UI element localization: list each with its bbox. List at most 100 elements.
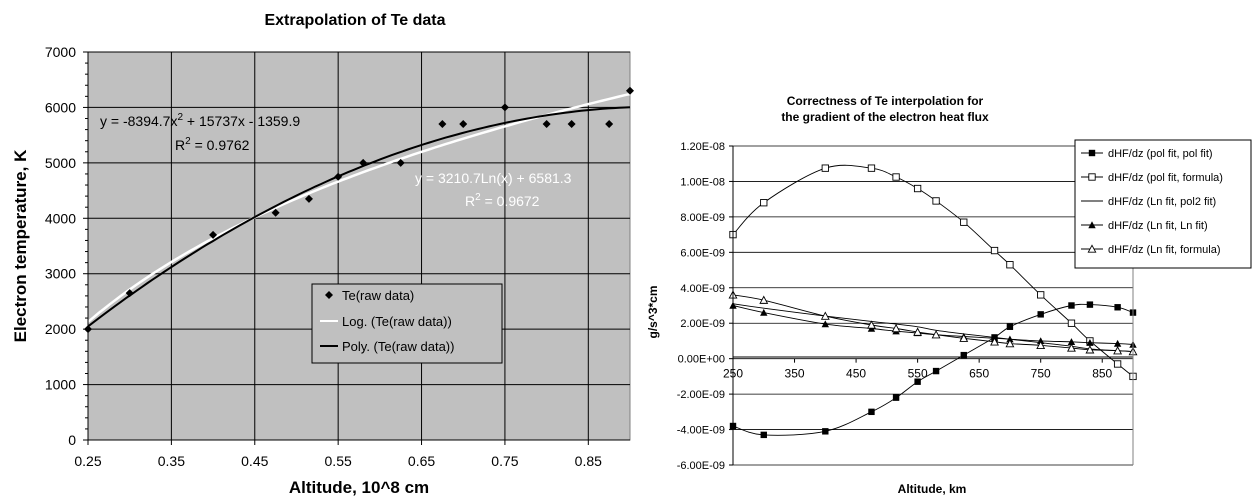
legend-item-raw-data: Te(raw data) [342, 288, 414, 303]
chart-right-title-line1: Correctness of Te interpolation for [787, 94, 984, 108]
chart-right-y-tick-label: 4.00E-09 [680, 283, 725, 295]
series-1-point [1037, 291, 1045, 299]
chart-left-x-tick-label: 0.85 [575, 453, 602, 469]
chart-right-y-tick-label: 6.00E-09 [680, 247, 725, 259]
series-4-point [931, 330, 941, 339]
series-4-point [1085, 345, 1095, 354]
chart-left-y-tick-label: 6000 [45, 99, 76, 115]
series-0-point [960, 351, 967, 359]
te-raw-data-point [438, 120, 447, 129]
series-3-point [1006, 335, 1014, 343]
series-4-point [820, 311, 830, 320]
series-1-point [1113, 360, 1122, 368]
series-0-point [914, 378, 921, 385]
legend-item-log-fit: Log. (Te(raw data)) [342, 314, 452, 329]
series-4-point [1005, 338, 1015, 348]
poly-fit-curve [87, 106, 631, 328]
te-raw-data-point [271, 208, 280, 217]
series-4-point [1067, 343, 1076, 352]
series-4-point [759, 295, 769, 304]
series-3-point [1113, 339, 1122, 347]
chart-right-x-tick-label: 350 [785, 367, 805, 381]
series-0-point [1068, 302, 1075, 309]
series-1-point [913, 184, 922, 193]
chart-left-y-tick-label: 7000 [45, 44, 76, 60]
te-raw-data-point [125, 289, 134, 298]
te-raw-data-point [605, 120, 614, 129]
chart-right-y-tick-label: -6.00E-09 [677, 460, 725, 472]
chart-right-y-tick-label: 8.00E-09 [680, 212, 725, 224]
chart-left-y-tick-label: 4000 [45, 210, 76, 226]
series-1-point [1006, 261, 1014, 269]
chart-left-legend: Te(raw data) Log. (Te(raw data)) Poly. (… [311, 283, 503, 364]
series-4-point [990, 337, 999, 346]
series-4-point [891, 323, 901, 333]
series-1-point [821, 164, 829, 172]
series-0-point [868, 408, 875, 416]
log-fit-equation: y = 3210.7Ln(x) + 6581.3 [415, 170, 572, 186]
series-1-point [892, 173, 900, 181]
chart-left-y-tick-label: 5000 [45, 155, 76, 171]
legend-marker-1 [1088, 173, 1096, 181]
legend-item-2: dHF/dz (Ln fit, pol2 fit) [1108, 196, 1216, 208]
legend-marker-3 [1088, 221, 1096, 229]
chart-right-series [728, 164, 1138, 439]
series-3-point [760, 308, 768, 316]
te-raw-data-point [396, 158, 405, 167]
te-raw-data-point [500, 103, 509, 112]
te-raw-data-point [334, 172, 343, 181]
series-4-point [913, 327, 923, 336]
chart-right-ylabel: g/s^3*cm [646, 285, 660, 338]
chart-left-ylabel: Electron temperature, K [11, 149, 30, 342]
chart-left-x-tick-label: 0.35 [158, 453, 185, 469]
series-1-point [1067, 319, 1076, 327]
log-fit-r2: R2 = 0.9672 [465, 192, 540, 209]
legend-marker-0 [1088, 149, 1096, 157]
series-3-point [1036, 337, 1045, 345]
chart-left-plot-area [87, 51, 631, 441]
chart-left-x-tick-labels: 0.25 0.35 0.45 0.55 0.65 0.75 0.85 [74, 453, 602, 469]
poly-fit-equation: y = -8394.7x2 + 15737x - 1359.9 [100, 112, 300, 129]
chart-right-y-tick-label: 1.20E-08 [680, 141, 725, 153]
chart-right-y-tick-labels: -6.00E-09 -4.00E-09 -2.00E-09 0.00E+00 2.00E… [677, 141, 725, 472]
chart-left-x-tick-label: 0.75 [491, 453, 518, 469]
series-4-point [867, 320, 876, 329]
te-raw-data-point [209, 230, 218, 239]
series-3-point [1067, 338, 1076, 346]
series-0-point [822, 428, 829, 435]
series-0-point [1006, 323, 1014, 330]
series-1-point [932, 197, 940, 205]
chart-right-x-tick-label: 550 [908, 367, 928, 381]
series-4-point [1036, 340, 1046, 350]
chart-right-y-tick-label: 1.00E-08 [680, 176, 725, 188]
series-4-point [1113, 346, 1123, 355]
chart-right-y-tick-label: -2.00E-09 [677, 389, 725, 401]
series-1-point [760, 199, 768, 207]
series-3-point [821, 320, 830, 328]
series-0-point [1086, 301, 1094, 308]
chart-right-x-tick-label: 650 [969, 367, 989, 381]
chart-left-x-tick-label: 0.55 [325, 453, 352, 469]
legend-diamond-marker [325, 291, 333, 299]
legend-item-3: dHF/dz (Ln fit, Ln fit) [1108, 220, 1208, 232]
chart-left-title: Extrapolation of Te data [264, 12, 445, 29]
te-raw-data-point [359, 158, 368, 167]
series-1-point [990, 246, 999, 255]
series-1-point [960, 218, 968, 226]
chart-right-title-line2: the gradient of the electron heat flux [781, 110, 989, 124]
series-4-point [959, 333, 969, 342]
chart-left-y-tick-label: 2000 [45, 321, 76, 337]
chart-left-y-tick-labels: 0 1000 2000 3000 4000 5000 6000 7000 [45, 44, 76, 448]
chart-right-x-tick-label: 850 [1092, 367, 1112, 381]
chart-right-legend-box [1074, 139, 1252, 269]
chart-right: Correctness of Te interpolation for the … [646, 94, 1252, 496]
series-1-point [867, 164, 876, 172]
te-raw-data-point [304, 194, 313, 203]
te-raw-data-point [459, 120, 468, 129]
chart-left-xlabel: Altitude, 10^8 cm [289, 478, 429, 497]
chart-right-legend: dHF/dz (pol fit, pol fit) dHF/dz (pol fit… [1074, 139, 1252, 269]
chart-left: Extrapolation of Te data 0 1000 2000 3000 40… [11, 12, 634, 497]
legend-item-poly-fit: Poly. (Te(raw data)) [342, 339, 454, 354]
chart-right-x-tick-label: 450 [846, 367, 866, 381]
